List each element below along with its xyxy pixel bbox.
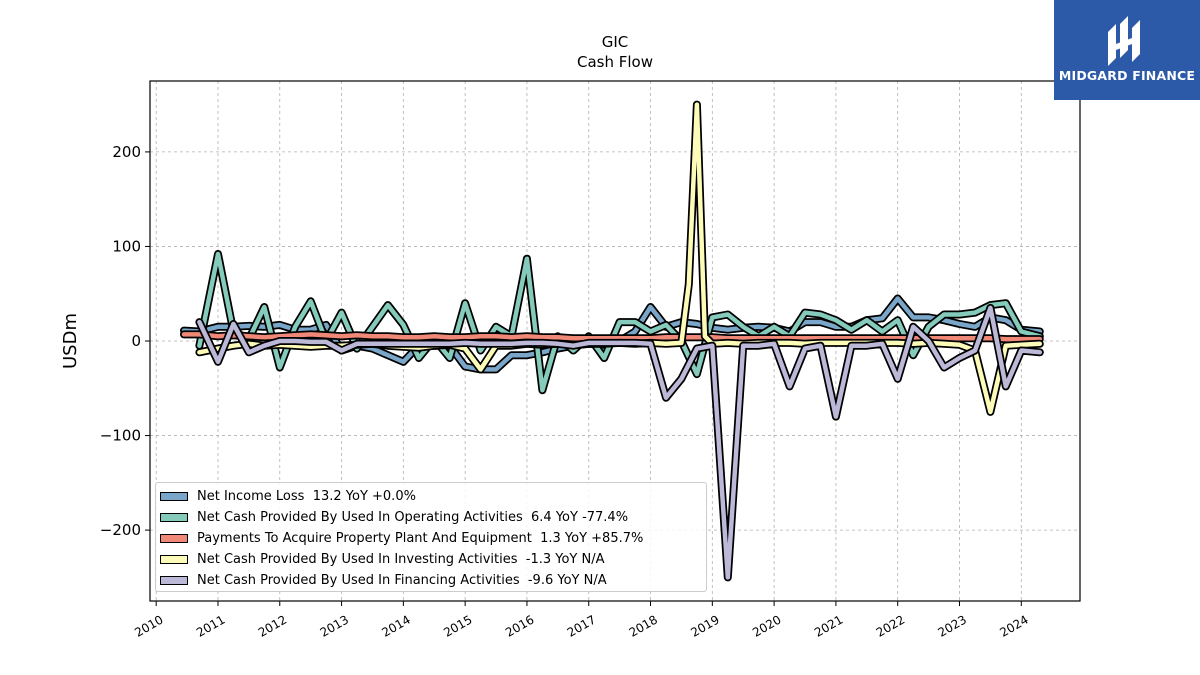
- legend-item-operating: Net Cash Provided By Used In Operating A…: [160, 507, 706, 528]
- legend-swatch: [160, 534, 188, 543]
- legend-label: Net Cash Provided By Used In Financing A…: [197, 573, 607, 588]
- x-tick-label: 2017: [565, 612, 598, 639]
- series-line-2: [181, 332, 1043, 342]
- x-tick-label: 2012: [256, 612, 289, 639]
- legend-item-net-income: Net Income Loss 13.2 YoY +0.0%: [160, 486, 706, 507]
- legend-item-financing: Net Cash Provided By Used In Financing A…: [160, 570, 706, 591]
- legend-label: Net Cash Provided By Used In Operating A…: [197, 510, 629, 525]
- legend-label: Payments To Acquire Property Plant And E…: [197, 531, 644, 546]
- x-tick-label: 2014: [379, 612, 412, 639]
- x-tick-label: 2010: [132, 612, 165, 639]
- x-tick-label: 2021: [812, 612, 845, 639]
- x-tick-label: 2018: [627, 612, 660, 639]
- legend-label: Net Income Loss 13.2 YoY +0.0%: [197, 489, 416, 504]
- legend-item-investing: Net Cash Provided By Used In Investing A…: [160, 549, 706, 570]
- legend-item-capex: Payments To Acquire Property Plant And E…: [160, 528, 706, 549]
- chart-title: GIC: [602, 33, 629, 51]
- x-tick-label: 2022: [874, 612, 907, 639]
- series-line-4: [197, 305, 1043, 580]
- x-tick-label: 2013: [318, 612, 351, 639]
- x-tick-label: 2011: [194, 612, 227, 639]
- y-tick-label: −200: [100, 521, 141, 539]
- series-line-3: [197, 102, 1043, 415]
- midgard-logo-icon: [1108, 16, 1140, 66]
- y-tick-label: −100: [100, 427, 141, 445]
- y-tick-label: 0: [131, 332, 141, 350]
- legend-swatch: [160, 492, 188, 501]
- series-line-1: [197, 251, 1043, 393]
- x-tick-label: 2016: [503, 612, 536, 639]
- legend: Net Income Loss 13.2 YoY +0.0% Net Cash …: [155, 482, 707, 592]
- chart-subtitle: Cash Flow: [577, 53, 653, 71]
- legend-swatch: [160, 555, 188, 564]
- x-tick-label: 2024: [997, 612, 1030, 639]
- series-lines: [180, 100, 1044, 582]
- x-tick-label: 2023: [936, 612, 969, 639]
- x-tick-label: 2015: [441, 612, 474, 639]
- series-outline-3: [195, 100, 1044, 416]
- y-tick-label: 100: [112, 237, 141, 255]
- logo-text: MIDGARD FINANCE: [1058, 68, 1196, 83]
- legend-swatch: [160, 576, 188, 585]
- x-tick-label: 2019: [688, 612, 721, 639]
- x-tick-label: 2020: [750, 612, 783, 639]
- midgard-finance-logo: MIDGARD FINANCE: [1054, 0, 1200, 100]
- y-axis-label: USDm: [60, 313, 81, 369]
- legend-label: Net Cash Provided By Used In Investing A…: [197, 552, 605, 567]
- y-tick-label: 200: [112, 143, 141, 161]
- legend-swatch: [160, 513, 188, 522]
